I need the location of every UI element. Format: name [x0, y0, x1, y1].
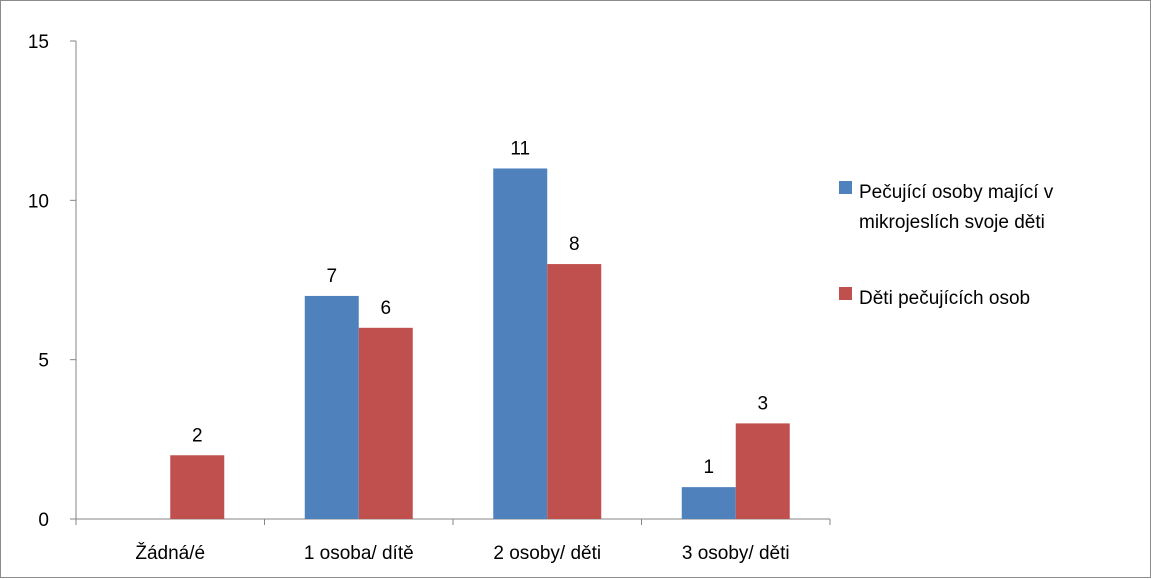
y-tick-label: 10: [28, 191, 49, 212]
bar-series-2: [358, 327, 413, 519]
y-tick-label: 0: [38, 510, 49, 531]
legend: Pečující osoby mající v mikrojeslích svoj…: [839, 181, 1054, 309]
data-label: 11: [510, 138, 530, 159]
bars: [170, 168, 790, 519]
legend-label: Pečující osoby mající v: [859, 182, 1054, 203]
legend-label: Děti pečujících osob: [859, 288, 1030, 309]
legend-label: mikrojeslích svoje děti: [859, 212, 1045, 233]
data-label: 1: [703, 457, 714, 478]
y-tick-label: 15: [28, 32, 49, 53]
axes: 0 5 10 15 Žádná/é 1 osoba/ dítě 2 osoby/ děti 3…: [28, 32, 831, 564]
x-tick-label: 1 osoba/ dítě: [304, 543, 414, 564]
bar-series-1: [681, 487, 736, 519]
legend-swatch: [839, 181, 852, 194]
x-tick-label: 3 osoby/ děti: [682, 543, 790, 564]
y-tick-label: 5: [38, 351, 49, 372]
bar-series-1: [304, 295, 359, 519]
bar-series-2: [735, 423, 790, 519]
data-label: 8: [569, 234, 580, 255]
data-label: 2: [192, 425, 203, 446]
bar-series-2: [547, 264, 602, 519]
data-label: 7: [326, 266, 337, 287]
data-label: 3: [757, 393, 768, 414]
data-label: 6: [380, 298, 391, 319]
bar-series-1: [493, 168, 548, 519]
legend-swatch: [839, 287, 852, 300]
bar-series-2: [170, 455, 225, 519]
x-tick-label: Žádná/é: [135, 542, 205, 564]
x-tick-label: 2 osoby/ děti: [493, 543, 601, 564]
